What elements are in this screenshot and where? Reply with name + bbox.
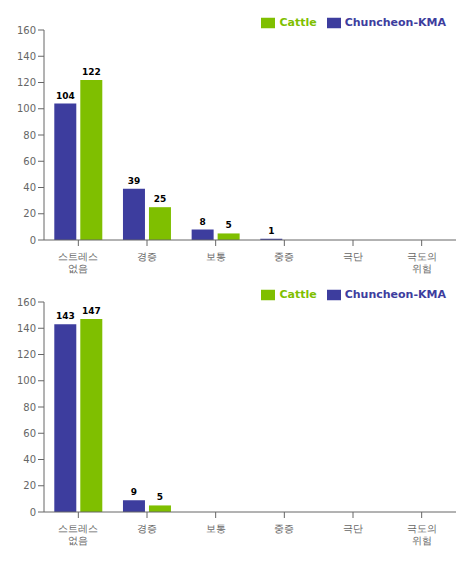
html-text:Cattle: Cattle (279, 16, 317, 29)
svg-text:8: 8 (200, 217, 206, 227)
svg-text:60: 60 (23, 156, 36, 167)
svg-text:20: 20 (23, 480, 36, 491)
svg-text:104: 104 (56, 91, 75, 101)
html-text:Cattle: Cattle (279, 288, 317, 301)
svg-text:중증: 중증 (274, 523, 294, 534)
svg-text:0: 0 (30, 235, 36, 246)
svg-text:39: 39 (128, 176, 141, 186)
svg-text:160: 160 (17, 297, 36, 308)
svg-text:경증: 경증 (137, 251, 157, 262)
svg-text:160: 160 (17, 25, 36, 36)
svg-text:0: 0 (30, 507, 36, 518)
svg-text:100: 100 (17, 375, 36, 386)
svg-text:147: 147 (82, 306, 101, 316)
svg-text:5: 5 (157, 492, 163, 502)
svg-text:40: 40 (23, 454, 36, 465)
svg-text:122: 122 (82, 67, 101, 77)
svg-text:40: 40 (23, 182, 36, 193)
html-text:Chuncheon-KMA: Chuncheon-KMA (344, 16, 446, 29)
svg-text:60: 60 (23, 428, 36, 439)
svg-text:80: 80 (23, 130, 36, 141)
svg-text:스트레스없음: 스트레스없음 (58, 251, 98, 274)
svg-text:중증: 중증 (274, 251, 294, 262)
svg-text:극단: 극단 (343, 251, 363, 262)
svg-text:9: 9 (131, 487, 137, 497)
svg-text:120: 120 (17, 349, 36, 360)
svg-text:극단: 극단 (343, 523, 363, 534)
svg-text:140: 140 (17, 323, 36, 334)
svg-text:극도의위험: 극도의위험 (407, 251, 437, 274)
svg-text:100: 100 (17, 103, 36, 114)
svg-text:극도의위험: 극도의위험 (407, 523, 437, 546)
svg-text:143: 143 (56, 311, 75, 321)
svg-text:5: 5 (226, 220, 232, 230)
svg-text:스트레스없음: 스트레스없음 (58, 523, 98, 546)
html-text:Chuncheon-KMA: Chuncheon-KMA (344, 288, 446, 301)
svg-text:20: 20 (23, 208, 36, 219)
svg-text:25: 25 (154, 194, 167, 204)
svg-text:80: 80 (23, 402, 36, 413)
svg-text:보통: 보통 (206, 523, 226, 534)
svg-text:경증: 경증 (137, 523, 157, 534)
svg-text:1: 1 (268, 226, 274, 236)
svg-text:120: 120 (17, 77, 36, 88)
svg-text:140: 140 (17, 51, 36, 62)
svg-text:보통: 보통 (206, 251, 226, 262)
